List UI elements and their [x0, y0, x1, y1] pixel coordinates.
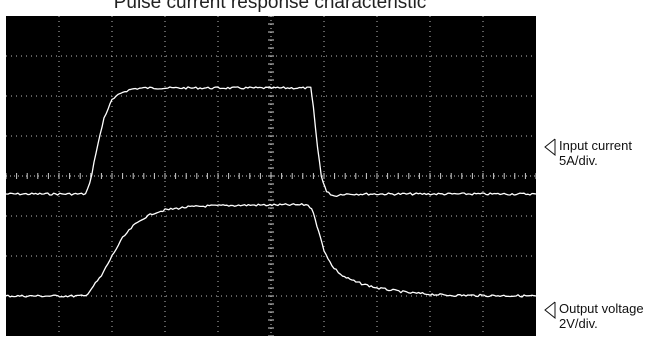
input-current-scale: 5A/div. [559, 153, 598, 168]
output-voltage-name: Output voltage [559, 301, 644, 316]
input-current-name: Input current [559, 138, 632, 153]
channel-marker-icon [544, 301, 556, 319]
graticule [6, 16, 536, 336]
input-current-trace [6, 86, 536, 198]
oscilloscope-screen [6, 16, 536, 336]
channel-marker-icon [544, 138, 556, 156]
chart-title: Pulse current response characteristic [113, 0, 427, 13]
traces [6, 86, 536, 298]
output-voltage-trace [6, 203, 536, 298]
output-voltage-scale: 2V/div. [559, 316, 598, 331]
